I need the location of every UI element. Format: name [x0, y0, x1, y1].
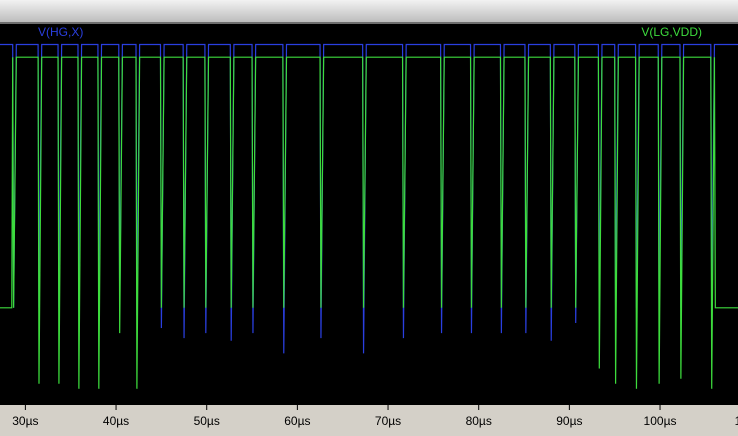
title-bar — [0, 0, 738, 22]
x-tick-label: 50µs — [194, 414, 220, 428]
plot-area — [0, 24, 738, 405]
x-tick-label: 80µs — [466, 414, 492, 428]
title-bar-border — [0, 22, 738, 24]
legend-label: V(HG,X) — [38, 25, 83, 39]
x-tick-label: 70µs — [375, 414, 401, 428]
trace — [0, 56, 738, 389]
legend-label: V(LG,VDD) — [641, 25, 702, 39]
x-tick-label: 90µs — [556, 414, 582, 428]
x-tick-label: 60µs — [284, 414, 310, 428]
x-tick-label: 30µs — [12, 414, 38, 428]
x-tick-label: 100µs — [644, 414, 677, 428]
x-tick-label: 110µs — [735, 414, 738, 428]
x-axis: 30µs 40µs 50µs 60µs 70µs 80µs 90µs 100µs 110µs — [12, 405, 738, 428]
x-tick-label: 40µs — [103, 414, 129, 428]
traces: V(HG,X) V(LG,VDD) — [0, 25, 738, 389]
